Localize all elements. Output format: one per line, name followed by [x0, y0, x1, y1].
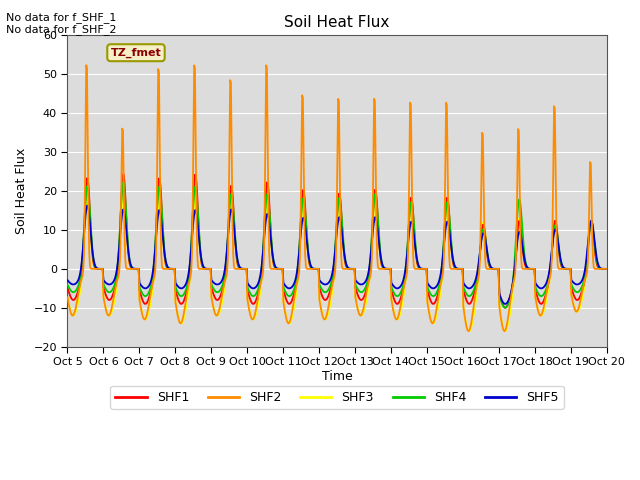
SHF1	[419, 266, 427, 272]
SHF5	[502, 301, 509, 307]
SHF1	[74, 291, 81, 297]
SHF3	[603, 266, 611, 272]
Line: SHF2: SHF2	[67, 65, 607, 331]
SHF3	[130, 266, 138, 272]
SHF2	[184, 284, 192, 290]
SHF1	[63, 285, 71, 291]
SHF3	[213, 312, 221, 318]
SHF4	[63, 282, 71, 288]
Line: SHF5: SHF5	[67, 205, 607, 304]
SHF4	[74, 286, 81, 291]
Line: SHF4: SHF4	[67, 182, 607, 308]
SHF3	[74, 303, 81, 309]
SHF1	[213, 297, 221, 303]
Title: Soil Heat Flux: Soil Heat Flux	[284, 15, 390, 30]
SHF4	[184, 277, 192, 283]
Text: No data for f_SHF_2: No data for f_SHF_2	[6, 24, 117, 35]
SHF3	[184, 291, 192, 297]
SHF1	[403, 252, 411, 258]
SHF3	[419, 266, 427, 272]
Y-axis label: Soil Heat Flux: Soil Heat Flux	[15, 148, 28, 234]
SHF4	[120, 180, 127, 185]
SHF5	[213, 281, 221, 287]
SHF5	[603, 266, 611, 272]
SHF3	[465, 328, 473, 334]
SHF4	[403, 248, 411, 254]
SHF1	[130, 266, 138, 272]
SHF5	[184, 273, 192, 279]
SHF2	[130, 266, 138, 272]
SHF1	[120, 171, 127, 177]
Line: SHF3: SHF3	[67, 194, 607, 331]
SHF3	[63, 294, 71, 300]
Text: TZ_fmet: TZ_fmet	[111, 48, 161, 58]
Legend: SHF1, SHF2, SHF3, SHF4, SHF5: SHF1, SHF2, SHF3, SHF4, SHF5	[110, 386, 564, 409]
SHF2	[63, 294, 71, 300]
SHF5	[130, 265, 138, 271]
SHF1	[502, 305, 509, 311]
Text: No data for f_SHF_1: No data for f_SHF_1	[6, 12, 116, 23]
SHF5	[74, 279, 81, 285]
SHF5	[84, 203, 92, 208]
SHF2	[419, 266, 427, 272]
SHF2	[465, 328, 472, 334]
SHF2	[83, 62, 90, 68]
SHF4	[603, 266, 611, 272]
SHF5	[403, 251, 411, 257]
SHF1	[603, 266, 611, 272]
Line: SHF1: SHF1	[67, 174, 607, 308]
X-axis label: Time: Time	[322, 370, 353, 383]
SHF1	[184, 281, 192, 287]
SHF2	[213, 312, 221, 318]
SHF2	[74, 297, 81, 303]
SHF4	[502, 305, 509, 311]
SHF4	[213, 289, 221, 295]
SHF4	[130, 266, 138, 272]
SHF5	[419, 266, 427, 272]
SHF3	[403, 258, 411, 264]
SHF4	[419, 266, 427, 272]
SHF2	[403, 269, 411, 275]
SHF3	[120, 192, 127, 197]
SHF5	[63, 277, 71, 283]
SHF2	[603, 266, 611, 272]
